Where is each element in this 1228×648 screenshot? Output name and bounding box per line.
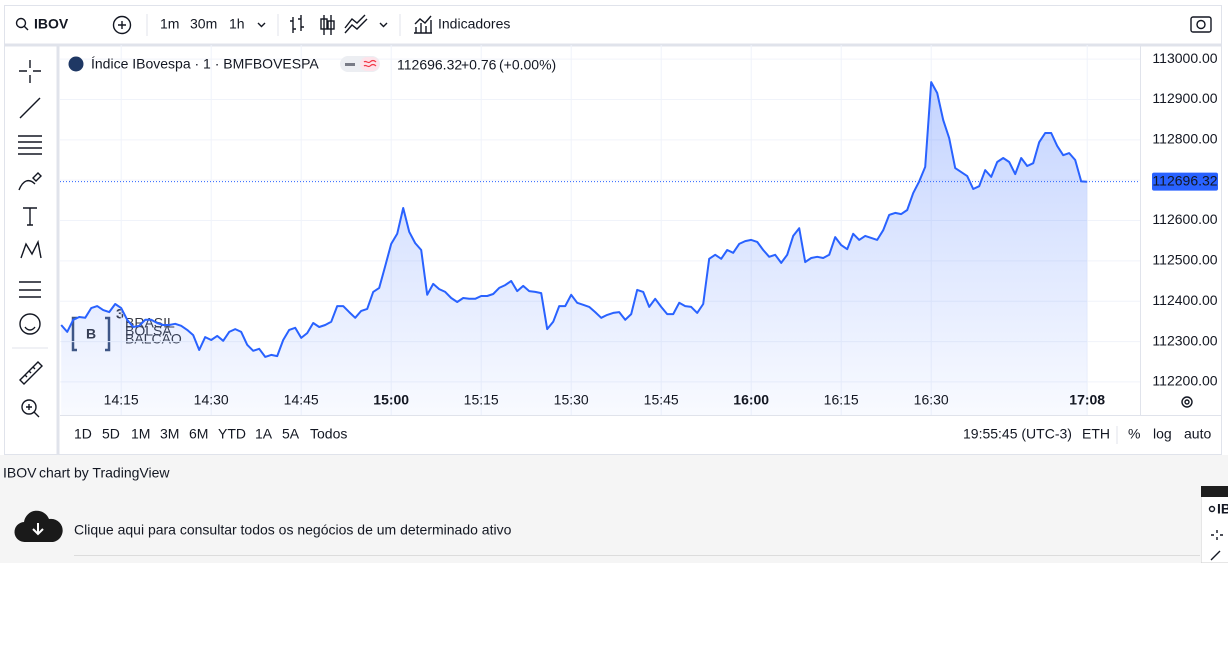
symbol-logo <box>68 56 84 72</box>
attribution: chart by TradingView <box>39 465 170 481</box>
y-tick-label: 112600.00 <box>1152 211 1217 227</box>
search-icon[interactable] <box>15 17 27 29</box>
status-pill <box>363 59 377 68</box>
range-button[interactable]: 6M <box>189 426 208 442</box>
range-button[interactable]: 1D <box>74 426 92 442</box>
x-tick-label: 16:00 <box>733 392 769 408</box>
x-tick-label: 15:30 <box>554 392 589 408</box>
chevron[interactable] <box>379 22 388 28</box>
status-pill <box>360 57 379 71</box>
candles-icon <box>320 18 328 30</box>
add-icon <box>118 21 126 29</box>
symbol[interactable]: IBOV <box>34 16 69 32</box>
settings-icon <box>1184 399 1190 405</box>
interval[interactable]: 30m <box>190 16 217 32</box>
interval[interactable]: 1m <box>160 16 179 32</box>
price-tag <box>1152 172 1218 191</box>
x-tick-label: 14:15 <box>104 392 139 408</box>
legend-title: Índice IBovespa · 1 · BMFBOVESPA <box>91 56 319 72</box>
pattern-tool[interactable] <box>20 239 42 259</box>
attribution-link[interactable]: IBOV <box>3 465 37 481</box>
x-tick-label: 15:15 <box>464 392 499 408</box>
range-button[interactable]: 1A <box>255 426 273 442</box>
forecast-tool[interactable] <box>19 281 41 298</box>
interval[interactable]: 1h <box>229 16 245 32</box>
range-button[interactable]: 5A <box>282 426 300 442</box>
mini-header <box>1201 486 1228 497</box>
mini-frame <box>1201 486 1228 563</box>
y-tick-label: 112400.00 <box>1152 292 1217 308</box>
clock: 19:55:45 (UTC-3) <box>963 426 1072 442</box>
change: +0.76 <box>461 57 497 73</box>
area <box>61 82 1088 415</box>
search-icon <box>23 25 29 31</box>
zoom-tool <box>26 404 40 418</box>
y-tick-label: 112300.00 <box>1152 332 1217 348</box>
price-tag-label: 112696.32 <box>1152 172 1217 188</box>
add-icon[interactable] <box>112 15 132 35</box>
x-tick-label: 14:45 <box>284 392 319 408</box>
line <box>60 81 1088 358</box>
camera-icon <box>1196 19 1206 30</box>
mini-tools <box>1210 530 1223 561</box>
emoji-tool[interactable] <box>19 313 41 335</box>
change-pct: (+0.00%) <box>499 57 556 73</box>
emoji-tool <box>24 326 36 331</box>
mini-widget: IBOV <box>1201 486 1228 563</box>
crosshair-tool[interactable] <box>19 60 41 83</box>
download-link[interactable]: Clique aqui para consultar todos os negó… <box>74 522 512 538</box>
bars-icon[interactable] <box>290 15 304 33</box>
camera-icon[interactable] <box>1190 16 1212 33</box>
area-icon[interactable] <box>344 14 368 34</box>
auto-toggle[interactable]: auto <box>1184 426 1211 442</box>
footer-bar: ETH 19:55:45 (UTC-3) % log auto 1D 5D 1M 3M… <box>74 426 1211 444</box>
last-price: 112696.32 <box>397 57 462 73</box>
x-tick-label: 15:00 <box>373 392 409 408</box>
percent-toggle[interactable]: % <box>1128 426 1140 442</box>
x-tick-label: 14:30 <box>194 392 229 408</box>
settings-icon[interactable] <box>1181 396 1193 408</box>
text-tool[interactable] <box>23 207 37 226</box>
y-tick-label: 113000.00 <box>1152 50 1217 66</box>
candles-icon <box>327 20 335 30</box>
top-toolbar: IBOV 1m 30m 1h Indicadores <box>15 14 1212 36</box>
download-icon <box>32 523 44 536</box>
mini-symbol: IBOV <box>1217 501 1228 517</box>
x-tick-label: 17:08 <box>1069 392 1105 408</box>
ruler-tool[interactable] <box>19 361 43 385</box>
x-tick-label: 15:45 <box>644 392 679 408</box>
range-button[interactable]: Todos <box>310 426 347 442</box>
y-tick-label: 112500.00 <box>1152 252 1217 268</box>
range-button[interactable]: 3M <box>160 426 179 442</box>
brush-tool[interactable] <box>18 172 42 191</box>
x-tick-label: 16:15 <box>824 392 859 408</box>
lower-panel <box>0 455 1228 563</box>
y-tick-label: 112900.00 <box>1152 90 1217 106</box>
left-toolbar <box>12 60 48 418</box>
range-button[interactable]: 5D <box>102 426 120 442</box>
log-toggle[interactable]: log <box>1153 426 1172 442</box>
chevron[interactable] <box>257 22 266 28</box>
indicators-icon[interactable] <box>414 15 432 34</box>
zoom-tool[interactable] <box>21 399 37 415</box>
x-tick-label: 16:30 <box>914 392 949 408</box>
plot <box>60 81 1140 415</box>
trend-line-tool[interactable] <box>19 97 41 119</box>
session[interactable]: ETH <box>1082 426 1110 442</box>
range-button[interactable]: 1M <box>131 426 150 442</box>
y-tick-label: 112800.00 <box>1152 131 1217 147</box>
mini-search <box>1208 505 1216 513</box>
y-tick-label: 112200.00 <box>1152 373 1217 389</box>
status-pill <box>345 63 355 66</box>
indicators[interactable]: Indicadores <box>438 16 510 32</box>
fib-tool[interactable] <box>18 135 42 155</box>
range-button[interactable]: YTD <box>218 426 246 442</box>
